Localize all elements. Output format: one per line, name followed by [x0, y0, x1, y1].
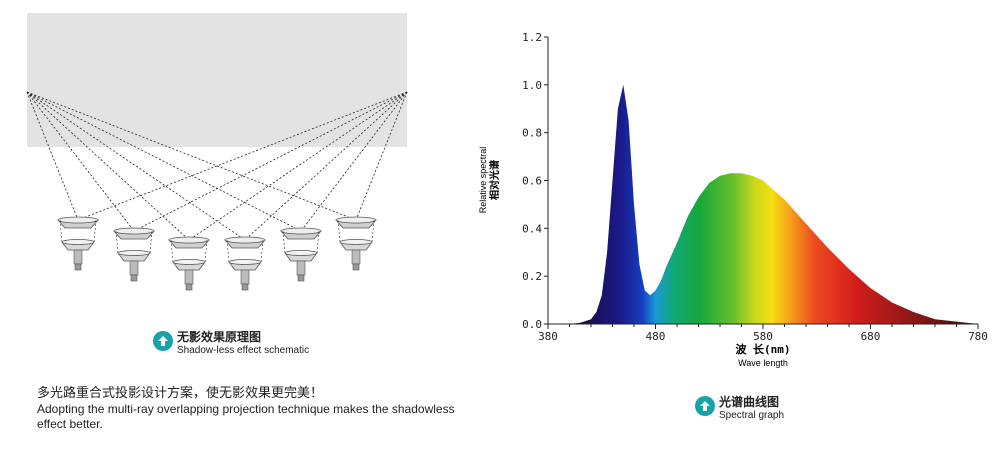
light-ray [26, 91, 135, 232]
y-tick-label: 0.6 [522, 175, 542, 188]
light-ray [300, 91, 408, 232]
light-rays [26, 91, 408, 241]
x-tick-label: 480 [646, 330, 666, 343]
light-ray [26, 91, 190, 241]
description-block: 多光路重合式投影设计方案，使无影效果更完美！ Adopting the mult… [37, 385, 457, 432]
x-axis-label-en: Wave length [738, 358, 788, 368]
y-tick-label: 0.8 [522, 127, 542, 140]
schematic-caption-en: Shadow-less effect schematic [177, 345, 310, 356]
x-tick-label: 380 [538, 330, 558, 343]
light-ray [133, 91, 408, 232]
x-tick-label: 780 [968, 330, 988, 343]
schematic-caption: 无影效果原理图 Shadow-less effect schematic [153, 330, 309, 357]
description-zh: 多光路重合式投影设计方案，使无影效果更完美！ [37, 386, 324, 401]
x-axis-label-zh: 波 长(nm) [735, 342, 790, 356]
y-axis-label-en: Relative spectral [478, 147, 488, 214]
lamp-icon [113, 227, 155, 282]
arrow-up-icon [153, 331, 173, 351]
lamp-icon [280, 227, 322, 282]
light-ray [244, 91, 408, 241]
lamp-array [57, 216, 377, 291]
description-en: Adopting the multi-ray overlapping proje… [37, 402, 455, 431]
y-tick-label: 1.0 [522, 79, 542, 92]
light-ray [26, 91, 302, 232]
spectral-caption-en: Spectral graph [719, 410, 785, 421]
y-tick-label: 0.2 [522, 270, 542, 283]
light-ray [77, 91, 408, 221]
light-ray [355, 91, 408, 221]
spectral-caption: 光谱曲线图 Spectral graph [695, 395, 784, 422]
shadowless-schematic [26, 13, 408, 291]
chart-axes: 0.0 0.2 0.4 0.6 0.8 1.0 1.2 380 480 580 680 780 [522, 31, 988, 343]
plot-area [548, 84, 978, 324]
lamp-icon [57, 216, 99, 271]
lamp-icon [168, 236, 210, 291]
y-tick-label: 1.2 [522, 31, 542, 44]
y-axis-label-zh: 相对光谱 [488, 160, 501, 200]
lamp-icon [224, 236, 266, 291]
spectral-caption-zh: 光谱曲线图 [719, 395, 780, 409]
arrow-up-icon [695, 396, 715, 416]
y-tick-label: 0.0 [522, 318, 542, 331]
y-tick-label: 0.4 [522, 222, 542, 235]
lamp-icon [335, 216, 377, 271]
light-ray [26, 91, 79, 221]
spectral-chart: 0.0 0.2 0.4 0.6 0.8 1.0 1.2 380 480 580 680 780 Rel… [478, 31, 988, 368]
light-ray [26, 91, 357, 221]
x-tick-label: 680 [861, 330, 881, 343]
x-tick-label: 580 [753, 330, 773, 343]
illuminated-surface [27, 13, 407, 147]
schematic-caption-zh: 无影效果原理图 [177, 330, 262, 344]
spectrum-area [548, 84, 978, 324]
